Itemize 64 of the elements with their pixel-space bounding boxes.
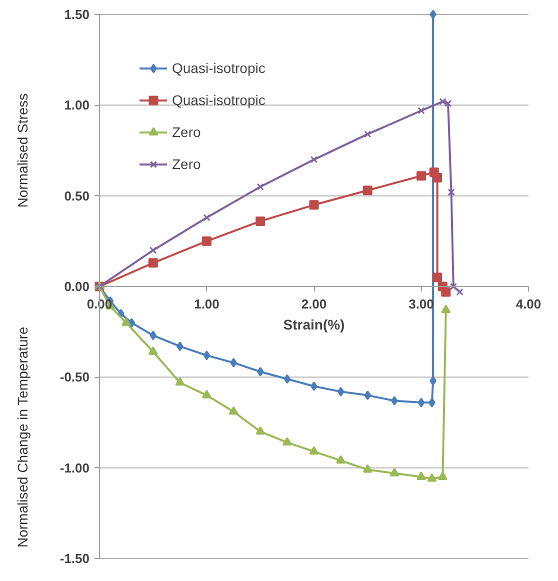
point xyxy=(256,426,266,435)
point xyxy=(150,246,157,254)
point xyxy=(122,317,132,326)
point xyxy=(202,236,212,246)
point xyxy=(256,216,266,226)
point xyxy=(282,437,292,446)
point xyxy=(148,258,158,268)
point xyxy=(432,272,442,282)
point xyxy=(428,398,436,408)
y-tick-label: -1.50 xyxy=(60,551,90,566)
point xyxy=(448,188,455,196)
point xyxy=(310,156,318,164)
point xyxy=(427,473,437,482)
point xyxy=(230,358,237,368)
point xyxy=(362,186,372,196)
point xyxy=(203,214,210,222)
legend-label: Quasi-isotropic xyxy=(172,92,266,108)
point xyxy=(336,455,346,464)
point xyxy=(364,130,372,138)
point xyxy=(176,342,184,352)
point xyxy=(418,398,425,408)
legend-label: Quasi-isotropic xyxy=(172,60,266,76)
text: Normalised Change in Temperature xyxy=(14,326,30,548)
legend-label: Zero xyxy=(172,156,201,172)
point xyxy=(441,287,451,297)
point xyxy=(430,10,436,20)
y-tick-label: -0.50 xyxy=(60,370,90,385)
y-axis-title: Normalised Stress xyxy=(14,93,30,208)
point xyxy=(416,472,426,480)
legend-label: Zero xyxy=(172,124,201,140)
point xyxy=(441,304,451,314)
point xyxy=(309,200,319,210)
point xyxy=(418,107,425,114)
point xyxy=(202,390,212,398)
point xyxy=(364,390,372,400)
point xyxy=(416,171,426,181)
point xyxy=(438,472,448,480)
y-tick-label: 0.00 xyxy=(64,279,90,294)
point xyxy=(150,330,157,340)
point xyxy=(256,183,264,190)
x-axis-title: Strain(%) xyxy=(283,316,345,332)
point xyxy=(310,381,318,391)
point xyxy=(148,346,158,355)
y-tick-label: 1.00 xyxy=(64,98,90,113)
point xyxy=(430,376,436,386)
x-tick-label: 4.00 xyxy=(516,296,542,312)
point xyxy=(256,366,264,376)
point xyxy=(284,374,291,384)
point xyxy=(337,386,344,396)
point xyxy=(432,172,442,182)
point xyxy=(450,282,458,290)
point xyxy=(309,446,319,455)
x-tick-label: 1.00 xyxy=(194,296,220,312)
point xyxy=(390,468,400,476)
point xyxy=(203,350,210,360)
point xyxy=(456,288,464,296)
point xyxy=(228,406,238,415)
y-tick-label: 1.50 xyxy=(64,7,90,22)
point xyxy=(391,396,398,406)
x-tick-label: 2.00 xyxy=(301,296,327,312)
y-tick-label: -1.00 xyxy=(60,460,90,476)
y-tick-label: 0.50 xyxy=(64,188,90,204)
point xyxy=(362,464,372,473)
point xyxy=(175,377,185,386)
